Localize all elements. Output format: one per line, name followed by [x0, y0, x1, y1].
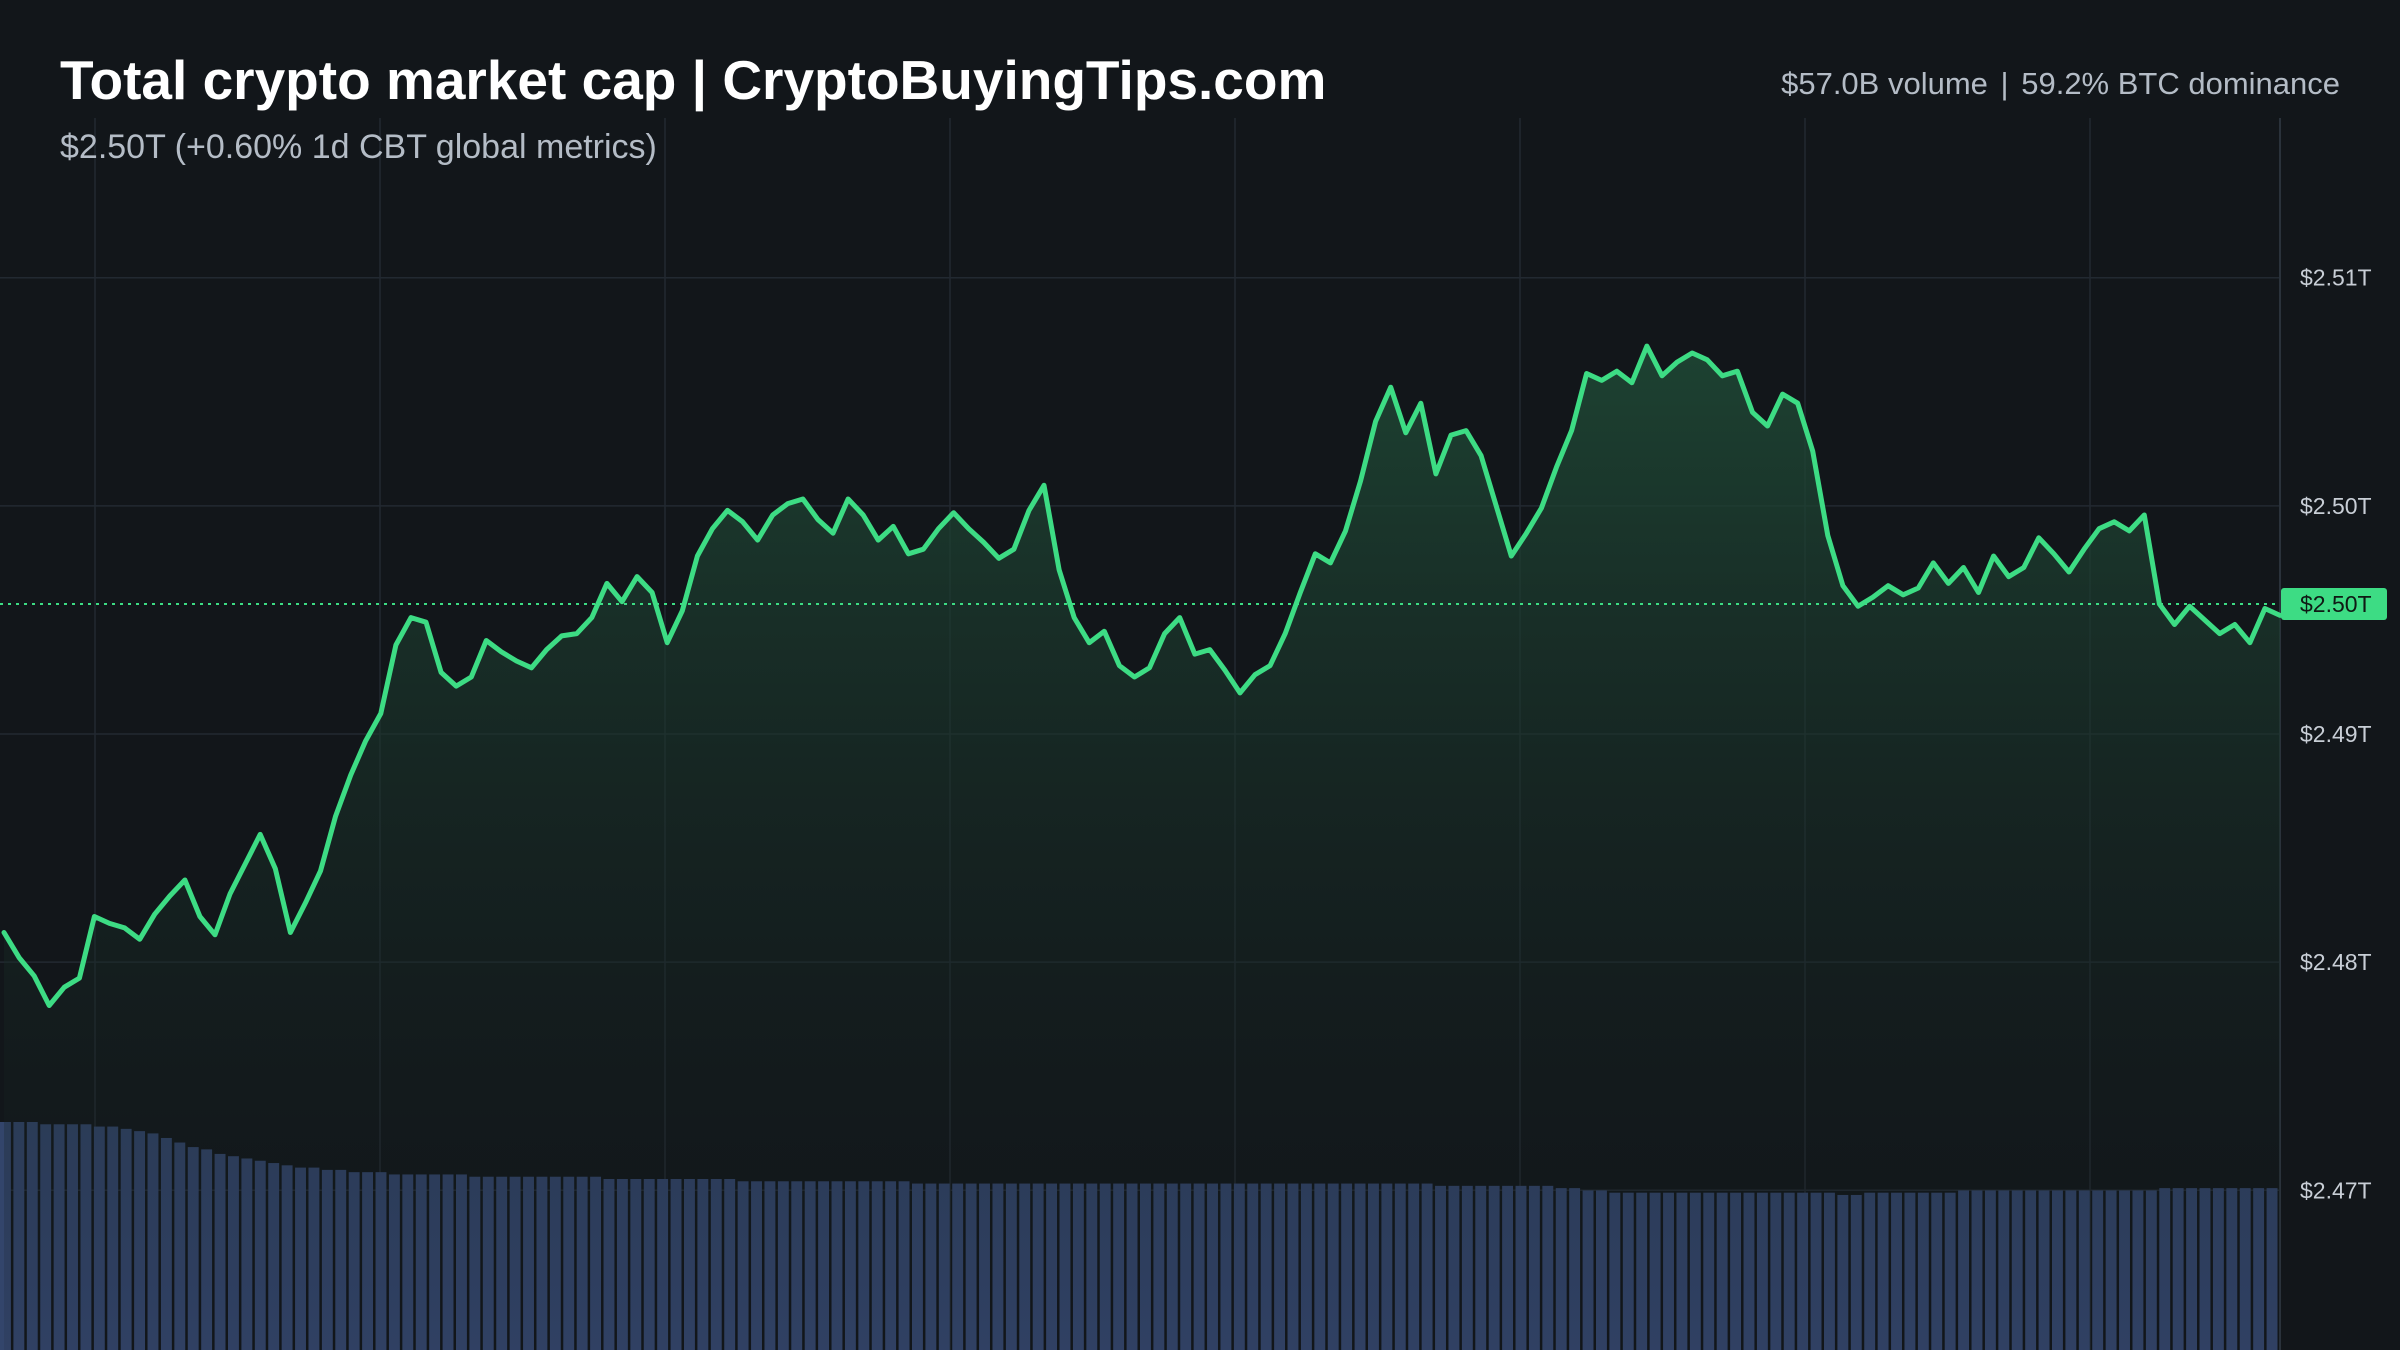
current-price-tag — [2281, 587, 2387, 620]
y-tick-label: $2.48T — [2300, 949, 2372, 975]
price-area-fill — [4, 346, 2280, 1350]
y-axis: $2.51T $2.50T $2.49T $2.48T $2.47T — [2300, 265, 2372, 1204]
y-tick-label: $2.51T — [2300, 265, 2372, 291]
current-price-marker: $2.50T — [0, 587, 2387, 620]
price-area — [1, 343, 2283, 1350]
current-price-label: $2.50T — [2300, 591, 2372, 617]
chart-subtitle: $2.50T (+0.60% 1d CBT global metrics) — [60, 128, 657, 166]
price-line — [1, 343, 2283, 1008]
y-tick-label: $2.50T — [2300, 493, 2372, 519]
market-stats: $57.0B volume | 59.2% BTC dominance — [1781, 66, 2340, 102]
stats-separator: | — [2000, 66, 2009, 101]
chart-title: Total crypto market cap | CryptoBuyingTi… — [60, 49, 1327, 111]
y-tick-label: $2.47T — [2300, 1177, 2372, 1203]
btc-dominance-stat: 59.2% BTC dominance — [2021, 66, 2340, 101]
y-tick-label: $2.49T — [2300, 721, 2372, 747]
volume-stat: $57.0B volume — [1781, 66, 1988, 101]
